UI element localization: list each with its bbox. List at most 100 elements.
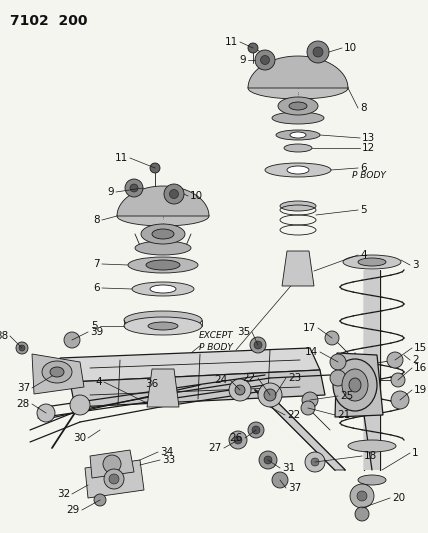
Text: 5: 5 [360, 205, 367, 215]
Text: 22: 22 [287, 410, 300, 420]
Ellipse shape [333, 359, 377, 411]
Text: 19: 19 [414, 385, 427, 395]
Ellipse shape [124, 311, 202, 329]
Ellipse shape [248, 77, 348, 99]
Polygon shape [90, 450, 134, 478]
Circle shape [64, 332, 80, 348]
Polygon shape [60, 348, 320, 382]
Circle shape [313, 47, 323, 57]
Polygon shape [282, 251, 314, 286]
Text: 38: 38 [0, 331, 8, 341]
Circle shape [125, 179, 143, 197]
Polygon shape [335, 353, 383, 417]
Text: P BODY: P BODY [199, 343, 233, 351]
Text: 33: 33 [162, 455, 175, 465]
Text: 9: 9 [107, 187, 114, 197]
Circle shape [109, 474, 119, 484]
Ellipse shape [343, 255, 401, 269]
Ellipse shape [284, 144, 312, 152]
Circle shape [264, 389, 276, 401]
Text: 7102  200: 7102 200 [10, 14, 87, 28]
Circle shape [264, 456, 272, 464]
Text: 37: 37 [17, 383, 30, 393]
Circle shape [330, 370, 346, 386]
Text: 1: 1 [412, 448, 419, 458]
Ellipse shape [117, 206, 209, 226]
Polygon shape [248, 56, 348, 88]
Circle shape [103, 455, 121, 473]
Text: 12: 12 [362, 143, 375, 153]
Text: 18: 18 [364, 451, 377, 461]
Text: 7: 7 [93, 259, 100, 269]
Circle shape [311, 458, 319, 466]
Text: EXCEPT: EXCEPT [199, 330, 233, 340]
Text: 4: 4 [95, 377, 102, 387]
Text: 30: 30 [73, 433, 86, 443]
Circle shape [130, 184, 138, 192]
Circle shape [164, 184, 184, 204]
Polygon shape [85, 460, 144, 498]
Text: 13: 13 [362, 133, 375, 143]
Text: 21: 21 [337, 410, 350, 420]
Circle shape [248, 43, 258, 53]
Text: 35: 35 [237, 327, 250, 337]
Circle shape [259, 451, 277, 469]
Text: 26: 26 [230, 433, 243, 443]
Ellipse shape [289, 102, 307, 110]
Text: 25: 25 [340, 391, 353, 401]
Text: 11: 11 [225, 37, 238, 47]
Ellipse shape [348, 440, 396, 452]
Text: 22: 22 [243, 373, 256, 383]
Text: 28: 28 [17, 399, 30, 409]
Text: P BODY: P BODY [352, 171, 386, 180]
Text: 8: 8 [93, 215, 100, 225]
Circle shape [234, 436, 242, 444]
Circle shape [250, 337, 266, 353]
Ellipse shape [148, 322, 178, 330]
Ellipse shape [290, 132, 306, 138]
Circle shape [104, 469, 124, 489]
Circle shape [37, 404, 55, 422]
Polygon shape [117, 186, 209, 216]
Text: 6: 6 [360, 163, 367, 173]
Text: 24: 24 [215, 375, 228, 385]
Text: 31: 31 [282, 463, 295, 473]
Ellipse shape [146, 260, 180, 270]
Text: 4: 4 [360, 250, 367, 260]
Circle shape [70, 395, 90, 415]
Text: 10: 10 [190, 191, 203, 201]
Text: 8: 8 [360, 103, 367, 113]
Circle shape [387, 352, 403, 368]
Circle shape [391, 373, 405, 387]
Text: 36: 36 [146, 379, 159, 389]
Circle shape [258, 383, 282, 407]
Text: 6: 6 [93, 283, 100, 293]
Polygon shape [32, 354, 84, 394]
Ellipse shape [132, 282, 194, 296]
Circle shape [19, 345, 25, 351]
Polygon shape [147, 369, 179, 407]
Circle shape [252, 426, 260, 434]
Text: 34: 34 [160, 447, 173, 457]
Ellipse shape [358, 258, 386, 266]
Ellipse shape [287, 166, 309, 174]
Text: 5: 5 [91, 321, 98, 331]
Text: 10: 10 [344, 43, 357, 53]
Text: 32: 32 [57, 489, 70, 499]
Ellipse shape [278, 97, 318, 115]
Circle shape [325, 331, 339, 345]
Circle shape [229, 379, 251, 401]
Ellipse shape [150, 285, 176, 293]
Circle shape [261, 55, 270, 64]
Ellipse shape [135, 241, 191, 255]
Text: 15: 15 [414, 343, 427, 353]
Circle shape [307, 41, 329, 63]
Polygon shape [255, 390, 345, 470]
Circle shape [305, 452, 325, 472]
Ellipse shape [349, 378, 361, 392]
Circle shape [229, 431, 247, 449]
Circle shape [248, 422, 264, 438]
Text: 29: 29 [67, 505, 80, 515]
Ellipse shape [128, 257, 198, 273]
Ellipse shape [265, 163, 331, 177]
